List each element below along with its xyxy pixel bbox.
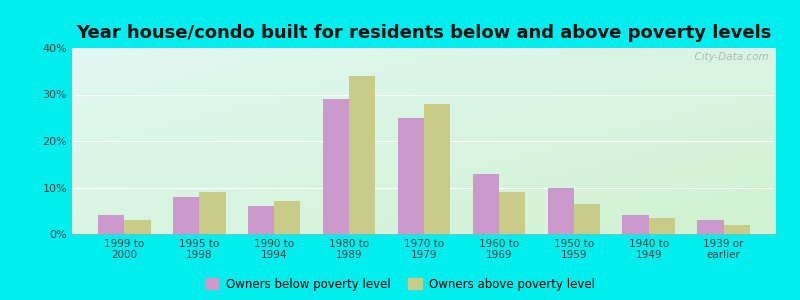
Bar bbox=[499, 192, 525, 234]
Bar bbox=[323, 99, 349, 234]
Bar bbox=[199, 192, 226, 234]
Bar bbox=[274, 202, 301, 234]
Bar bbox=[698, 220, 723, 234]
Bar bbox=[125, 220, 150, 234]
Legend: Owners below poverty level, Owners above poverty level: Owners below poverty level, Owners above… bbox=[205, 278, 595, 291]
Bar bbox=[248, 206, 274, 234]
Bar bbox=[398, 118, 424, 234]
Bar bbox=[473, 173, 499, 234]
Bar bbox=[622, 215, 649, 234]
Bar bbox=[424, 104, 450, 234]
Bar bbox=[649, 218, 675, 234]
Bar bbox=[349, 76, 375, 234]
Title: Year house/condo built for residents below and above poverty levels: Year house/condo built for residents bel… bbox=[76, 24, 772, 42]
Bar bbox=[173, 197, 199, 234]
Bar bbox=[98, 215, 125, 234]
Text: City-Data.com: City-Data.com bbox=[688, 52, 769, 62]
Bar bbox=[547, 188, 574, 234]
Bar bbox=[574, 204, 600, 234]
Bar bbox=[723, 225, 750, 234]
